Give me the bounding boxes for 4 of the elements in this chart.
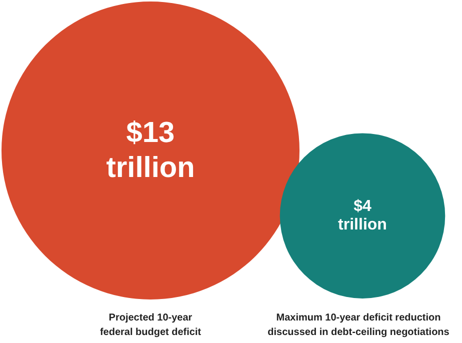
data-label: $13 trillion (106, 116, 195, 184)
category-label: Projected 10-year federal budget deficit (100, 312, 202, 338)
category-label: Maximum 10-year deficit reduction discussed in debt-ceiling negotiations (268, 312, 450, 338)
data-label: $4 trillion (338, 198, 387, 234)
